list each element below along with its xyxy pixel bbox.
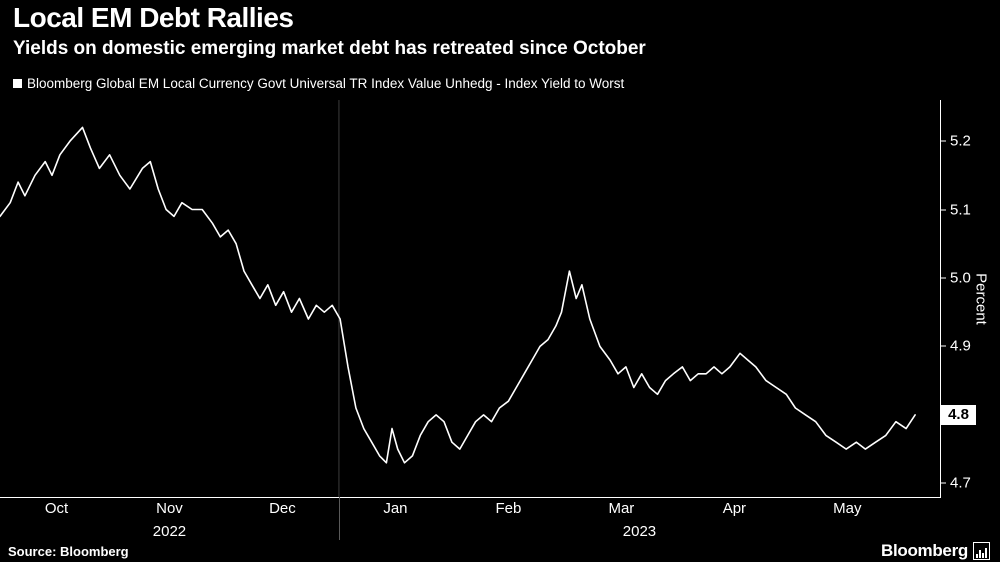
bloomberg-logo: Bloomberg bbox=[881, 541, 990, 561]
y-axis-tick: 5.0 bbox=[941, 269, 971, 286]
x-tick-label: May bbox=[833, 500, 862, 517]
tick-mark bbox=[941, 209, 946, 211]
year-label: 2023 bbox=[622, 523, 657, 540]
yield-line-chart bbox=[0, 100, 916, 497]
chart-title: Local EM Debt Rallies bbox=[13, 2, 294, 33]
x-tick-label: Apr bbox=[722, 500, 747, 517]
last-value-label: 4.8 bbox=[941, 405, 976, 425]
x-tick-label: Dec bbox=[269, 500, 296, 517]
y-axis-title: Percent bbox=[972, 273, 990, 325]
tick-mark bbox=[941, 345, 946, 347]
source-label: Source: Bloomberg bbox=[8, 543, 129, 559]
y-tick-label: 5.2 bbox=[950, 132, 971, 150]
x-tick-label: Nov bbox=[156, 500, 183, 517]
x-axis-line bbox=[0, 497, 941, 498]
bloomberg-logo-text: Bloomberg bbox=[880, 541, 968, 560]
x-tick-label: Jan bbox=[383, 500, 408, 517]
tick-mark bbox=[941, 140, 946, 142]
y-axis-tick: 4.9 bbox=[941, 338, 971, 355]
tick-mark bbox=[941, 277, 946, 279]
y-axis-tick: 4.7 bbox=[941, 475, 971, 492]
chart-bars-icon bbox=[973, 542, 990, 560]
x-tick-label: Oct bbox=[44, 500, 69, 517]
y-tick-label: 5.0 bbox=[950, 269, 971, 287]
y-tick-label: 4.7 bbox=[950, 474, 971, 492]
legend-label: Bloomberg Global EM Local Currency Govt … bbox=[27, 76, 625, 91]
x-tick-label: Mar bbox=[608, 500, 635, 517]
chart-subtitle: Yields on domestic emerging market debt … bbox=[13, 38, 646, 59]
tick-mark bbox=[941, 482, 946, 484]
year-boundary-tick bbox=[339, 497, 340, 540]
legend: Bloomberg Global EM Local Currency Govt … bbox=[13, 76, 624, 91]
y-tick-label: 5.1 bbox=[950, 201, 971, 219]
footer: Source: Bloomberg Bloomberg bbox=[0, 540, 1000, 562]
yield-line-series bbox=[0, 126, 916, 464]
y-axis-tick: 5.1 bbox=[941, 201, 971, 218]
y-axis-tick: 5.2 bbox=[941, 133, 971, 150]
y-tick-label: 4.9 bbox=[950, 337, 971, 355]
legend-swatch-icon bbox=[13, 79, 22, 88]
y-axis-line bbox=[940, 100, 941, 498]
plot-area bbox=[0, 100, 940, 497]
x-tick-label: Feb bbox=[495, 500, 522, 517]
x-axis: Oct Nov Dec Jan Feb Mar Apr May 2022 2023 bbox=[0, 500, 940, 544]
year-label: 2022 bbox=[152, 523, 187, 540]
